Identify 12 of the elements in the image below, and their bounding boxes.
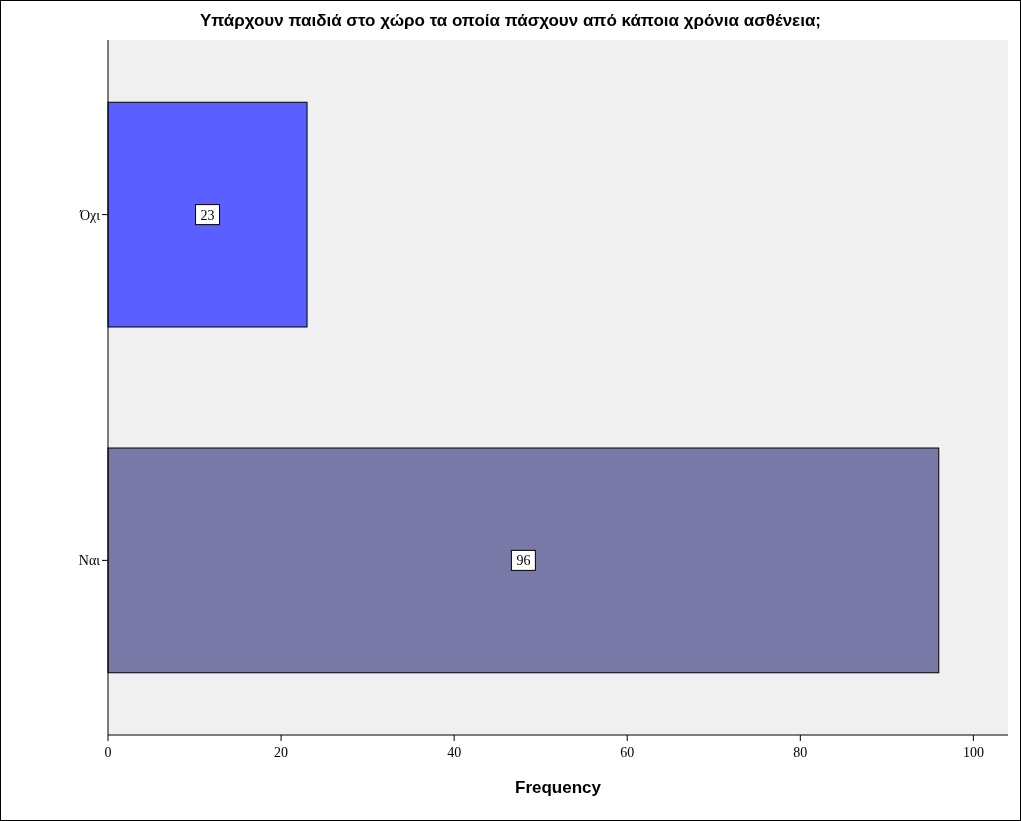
x-tick-label: 100 bbox=[962, 745, 984, 760]
x-tick-label: 20 bbox=[274, 745, 289, 760]
data-label: 23 bbox=[200, 207, 215, 223]
x-tick-label: 60 bbox=[620, 745, 635, 760]
data-label: 96 bbox=[516, 553, 531, 569]
x-tick-label: 80 bbox=[793, 745, 808, 760]
y-tick-label: Ναι bbox=[78, 553, 101, 569]
x-tick-label: 40 bbox=[447, 745, 462, 760]
x-tick-label: 0 bbox=[104, 745, 112, 760]
chart-title: Υπάρχουν παιδιά στο χώρο τα οποία πάσχουν από κάποια χρόνια ασθένεια; bbox=[199, 11, 822, 30]
x-axis-title: Frequency bbox=[515, 778, 602, 797]
y-tick-label: Όχι bbox=[78, 207, 101, 223]
